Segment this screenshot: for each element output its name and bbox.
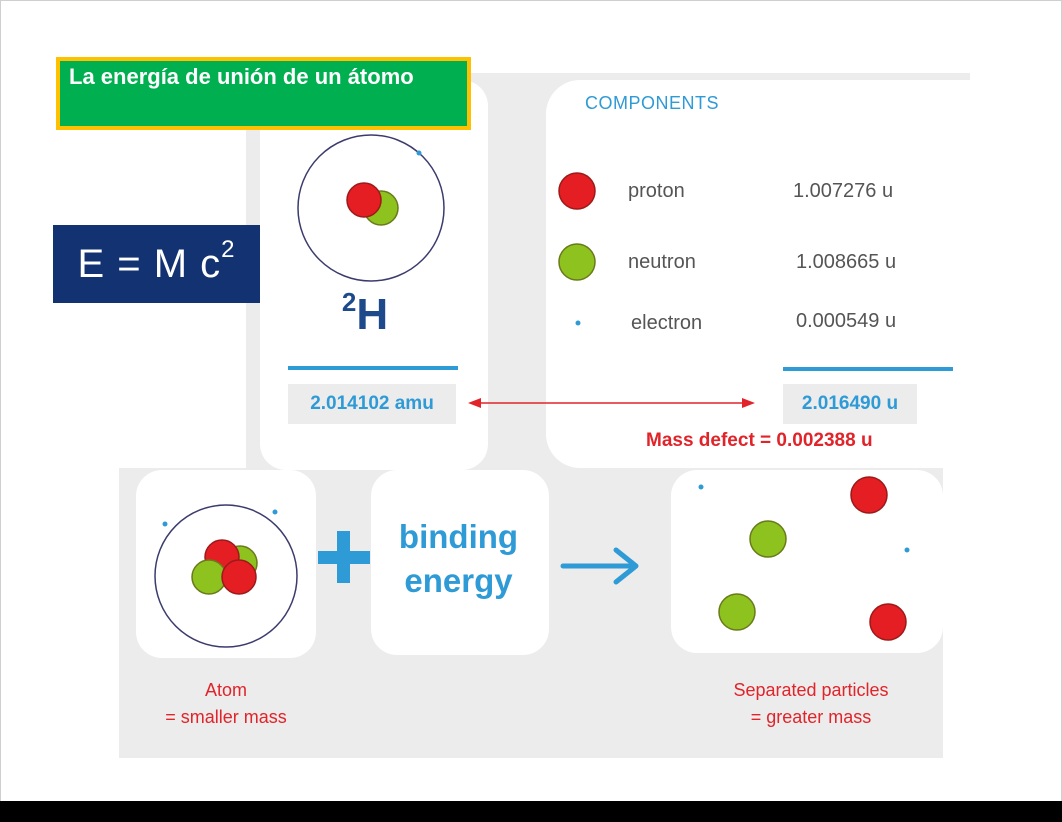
free-electron-1 [698,484,704,490]
atom-caption-line2: = smaller mass [165,707,287,727]
plus-icon [318,531,370,583]
free-proton-1 [850,476,888,514]
nucleus-neutron-2 [191,559,227,595]
right-arrow-icon [560,547,639,585]
mass-comparison-arrow [468,398,755,408]
free-electron-2 [904,547,910,553]
free-neutron-2 [718,593,756,631]
electron-orbit [297,134,445,282]
deuterium-atom-icon [297,134,445,282]
nucleus-proton-2 [221,559,257,595]
separated-particles-icon [698,476,910,641]
components-heading: COMPONENTS [585,93,720,113]
free-proton-2 [869,603,907,641]
bottom-black-bar [0,801,1062,822]
neutron-mass: 1.008665 u [796,251,897,273]
proton-label: proton [628,180,685,202]
atom-caption: Atom = smaller mass [140,677,312,731]
separated-caption: Separated particles = greater mass [700,677,922,731]
mass-number: 2 [341,287,357,317]
atom-caption-line1: Atom [204,680,247,700]
binding-energy-label: binding energy [398,518,519,599]
mass-defect-label: Mass defect = 0.002388 u [646,430,873,451]
isotope-symbol: 2H [300,287,430,340]
separated-caption-line1: Separated particles [733,680,889,700]
components-sum-rule [783,367,953,371]
atom-electron-1 [162,521,168,527]
formula-base: E = M c [77,242,222,286]
proton-ball [346,182,382,218]
proton-icon [558,172,596,210]
proton-mass: 1.007276 u [793,180,894,202]
free-neutron-1 [749,520,787,558]
separated-caption-line2: = greater mass [750,707,872,727]
slide-title: La energía de unión de un átomo [56,57,471,130]
neutron-icon [558,243,596,281]
electron-dot [416,150,422,156]
atom-electron-2 [272,509,278,515]
element-symbol: H [356,290,389,339]
atom-mass-value: 2.014102 amu [288,384,456,424]
atom-mass-rule [288,366,458,370]
electron-icon [575,320,581,326]
binding-card [371,470,549,655]
neutron-label: neutron [628,251,696,273]
electron-label: electron [631,312,703,334]
formula-exponent: 2 [221,236,236,263]
components-total: 2.016490 u [783,384,917,424]
atom-orbit [154,504,298,648]
electron-mass: 0.000549 u [796,310,897,332]
nucleus-atom-icon [154,504,298,648]
einstein-formula: E = M c2 [53,225,260,303]
